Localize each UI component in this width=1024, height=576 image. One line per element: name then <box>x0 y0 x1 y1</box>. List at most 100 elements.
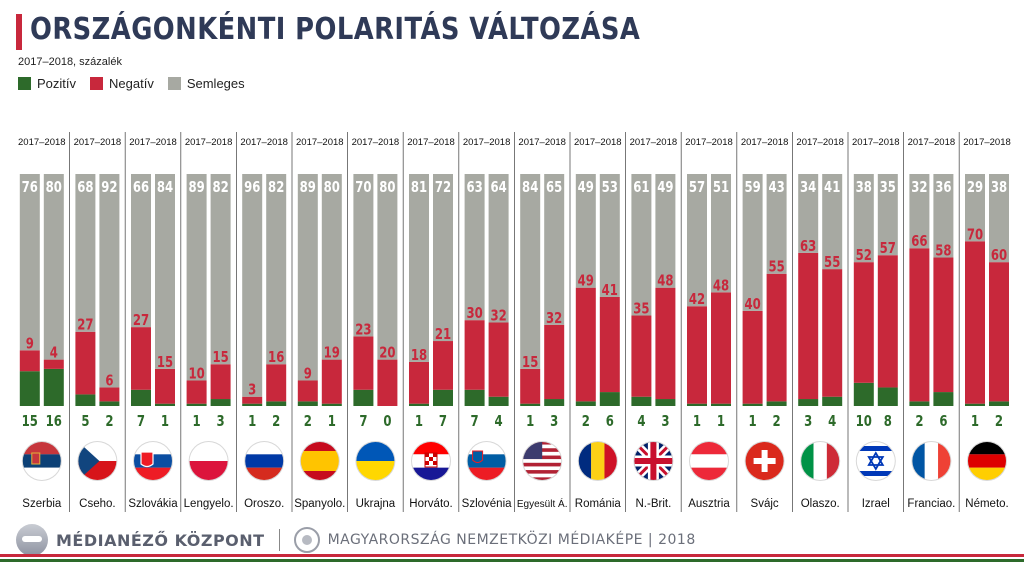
flag-body <box>78 442 117 480</box>
bar-negative <box>909 248 930 402</box>
value-label-neutral: 41 <box>824 180 840 197</box>
country-group: 2017–2018 38 52 10 35 57 8 Izrael <box>847 132 900 512</box>
value-label-positive: 2 <box>272 414 280 431</box>
value-label-neutral: 59 <box>744 180 760 197</box>
value-label-neutral: 76 <box>22 180 38 197</box>
flag-band <box>245 454 284 468</box>
value-label-neutral: 70 <box>355 180 371 197</box>
czechia-flag-icon <box>77 441 118 481</box>
value-label-positive: 6 <box>939 414 947 431</box>
flag-band <box>22 467 61 480</box>
value-label-positive: 1 <box>717 414 725 431</box>
country-group: 2017–2018 81 18 1 72 21 7 Horváto. <box>402 132 455 512</box>
country-label: Szerbia <box>22 498 62 510</box>
slovenia-flag-icon <box>466 441 507 481</box>
country-group: 2017–2018 89 9 2 80 19 1 Spanyolo. <box>291 132 345 512</box>
bar-neutral <box>965 174 985 242</box>
value-label-neutral: 80 <box>46 180 62 197</box>
value-label-positive: 1 <box>749 414 757 431</box>
flag-band <box>467 467 506 480</box>
bar-negative <box>99 387 120 402</box>
bar-neutral <box>909 174 930 249</box>
flag-band <box>245 442 284 455</box>
country-group: 2017–2018 29 70 1 38 60 2 Németo. <box>958 132 1011 512</box>
value-label-positive: 0 <box>383 414 391 431</box>
value-label-neutral: 34 <box>800 180 816 197</box>
flag-band <box>412 467 450 480</box>
country-label: Szlovénia <box>462 498 512 510</box>
value-label-neutral: 63 <box>466 180 482 197</box>
flag-body <box>745 442 784 480</box>
value-label-neutral: 72 <box>435 180 451 197</box>
bar-negative <box>877 255 898 388</box>
value-label-negative: 66 <box>911 234 927 251</box>
value-label-neutral: 82 <box>212 180 228 197</box>
bar-positive <box>544 399 565 406</box>
bar-negative <box>464 320 485 390</box>
bar-positive <box>989 401 1009 406</box>
country-group: 2017–2018 59 40 1 43 55 2 Svájc <box>736 132 788 512</box>
bar-negative <box>989 262 1009 402</box>
flag-body <box>189 442 228 480</box>
bar-neutral <box>798 174 819 253</box>
flag-band <box>578 442 592 480</box>
austria-flag-icon <box>689 441 729 481</box>
value-label-positive: 8 <box>884 414 892 431</box>
country-group: 2017–2018 66 27 7 84 15 1 Szlovákia <box>124 132 178 512</box>
country-label: Olaszo. <box>801 498 840 510</box>
bar-negative <box>822 269 843 397</box>
bar-negative <box>742 310 763 404</box>
flag-band <box>356 461 395 480</box>
serbia-flag-icon <box>21 441 62 481</box>
value-label-positive: 3 <box>804 414 812 431</box>
flag-stripe <box>856 471 895 476</box>
flag-body <box>690 442 728 480</box>
bar-positive <box>520 403 541 406</box>
value-label-neutral: 64 <box>490 180 506 197</box>
value-label-neutral: 32 <box>911 180 927 197</box>
value-label-negative: 15 <box>157 355 173 372</box>
flag-star <box>867 451 885 471</box>
value-label-positive: 2 <box>915 414 923 431</box>
bar-neutral <box>266 174 287 365</box>
value-label-positive: 2 <box>105 414 113 431</box>
country-label: Spanyolo. <box>294 498 345 510</box>
bar-positive <box>965 403 985 406</box>
bar-negative <box>43 359 64 369</box>
country-group: 2017–2018 70 23 7 80 20 0 Ukrajna <box>347 132 399 512</box>
flag-band <box>523 459 562 463</box>
legend-item-negative: Negatív <box>90 76 154 91</box>
value-label-neutral: 29 <box>967 180 983 197</box>
footer-tagline: MAGYARORSZÁG NEMZETKÖZI MÉDIAKÉPE | 2018 <box>327 532 696 548</box>
value-label-positive: 1 <box>248 414 256 431</box>
value-label-neutral: 43 <box>768 180 784 197</box>
bar-negative <box>210 364 231 400</box>
flag-body <box>968 442 1006 480</box>
value-label-neutral: 80 <box>379 180 395 197</box>
value-label-neutral: 38 <box>991 180 1007 197</box>
spain-flag-icon <box>299 441 340 481</box>
bar-negative <box>186 380 207 404</box>
bar-negative <box>965 241 985 404</box>
flag-band <box>189 461 228 480</box>
bar-negative <box>520 368 541 404</box>
flag-body <box>467 442 506 480</box>
value-label-negative: 20 <box>379 345 395 362</box>
value-label-positive: 7 <box>439 414 447 431</box>
bar-neutral <box>631 174 652 316</box>
period-label: 2017–2018 <box>963 137 1011 148</box>
value-label-negative: 32 <box>490 308 506 325</box>
footer-brand-block: MÉDIANÉZŐ KÖZPONT MAGYARORSZÁG NEMZETKÖZ… <box>16 524 696 556</box>
bar-negative <box>155 368 175 404</box>
country-group: 2017–2018 68 27 5 92 6 2 Cseho. <box>69 132 121 512</box>
value-label-positive: 1 <box>328 414 336 431</box>
bar-negative <box>242 396 263 404</box>
flag-band <box>968 467 1006 480</box>
flag-check <box>425 453 429 457</box>
value-label-positive: 4 <box>495 414 503 431</box>
flag-body <box>412 442 450 480</box>
value-label-negative: 55 <box>824 255 840 272</box>
flag-body <box>523 442 562 480</box>
period-label: 2017–2018 <box>908 137 956 148</box>
country-group: 2017–2018 57 42 1 51 48 1 Ausztria <box>680 132 733 512</box>
